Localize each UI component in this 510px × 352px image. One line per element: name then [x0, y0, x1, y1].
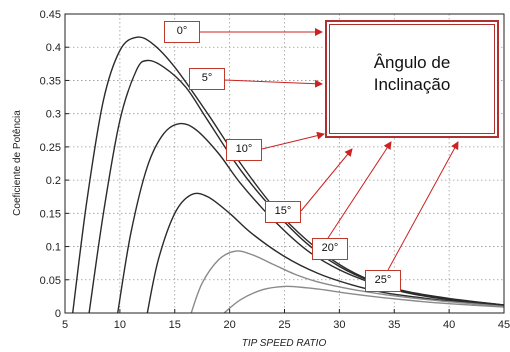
x-axis-label: TIP SPEED RATIO [242, 338, 327, 349]
y-tick-label: 0.15 [40, 208, 61, 220]
annotation-arrows [200, 28, 459, 271]
x-tick-label: 45 [498, 319, 510, 331]
x-tick-label: 5 [62, 319, 68, 331]
arrow-15deg [300, 148, 353, 212]
legend-title: Ângulo de Inclinação [327, 52, 497, 96]
angle-label-10deg: 10° [226, 139, 262, 161]
x-tick-label: 20 [224, 319, 236, 331]
y-tick-label: 0.25 [40, 142, 61, 154]
angle-label-0deg: 0° [164, 21, 200, 43]
y-tick-label: 0.4 [46, 42, 61, 54]
y-axis-label: Coeficiente de Potência [12, 110, 23, 216]
x-tick-label: 15 [169, 319, 181, 331]
x-tick-label: 35 [388, 319, 400, 331]
x-tick-label: 10 [114, 319, 126, 331]
arrow-20deg [327, 141, 392, 239]
y-tick-label: 0.3 [46, 109, 61, 121]
legend-line-2: Inclinação [373, 75, 451, 94]
arrow-25deg [387, 141, 459, 271]
arrow-10deg [261, 131, 325, 150]
y-tick-label: 0.05 [40, 275, 61, 287]
series-line-25deg [223, 285, 505, 314]
series-line-10deg [117, 122, 505, 314]
series-line-15deg [146, 192, 505, 314]
grid [65, 14, 504, 313]
arrow-5deg [224, 79, 323, 88]
angle-label-20deg: 20° [312, 238, 348, 260]
y-tick-label: 0.1 [46, 242, 61, 254]
angle-label-25deg: 25° [365, 270, 401, 292]
angle-legend-box: Ângulo de Inclinação [325, 20, 499, 138]
x-tick-label: 40 [443, 319, 455, 331]
y-tick-label: 0.2 [46, 175, 61, 187]
x-tick-label: 25 [278, 319, 290, 331]
y-tick-label: 0 [55, 308, 61, 320]
legend-line-1: Ângulo de [373, 53, 451, 72]
angle-label-15deg: 15° [265, 201, 301, 223]
y-tick-label: 0.35 [40, 75, 61, 87]
series-line-20deg [190, 250, 505, 314]
y-tick-label: 0.45 [40, 9, 61, 21]
x-tick-label: 30 [333, 319, 345, 331]
ticks: 5 10 15 20 25 30 35 40 45 0 0.05 0.1 0.15 0.2 0.25 0.3 0… [40, 9, 510, 331]
angle-label-5deg: 5° [189, 68, 225, 90]
